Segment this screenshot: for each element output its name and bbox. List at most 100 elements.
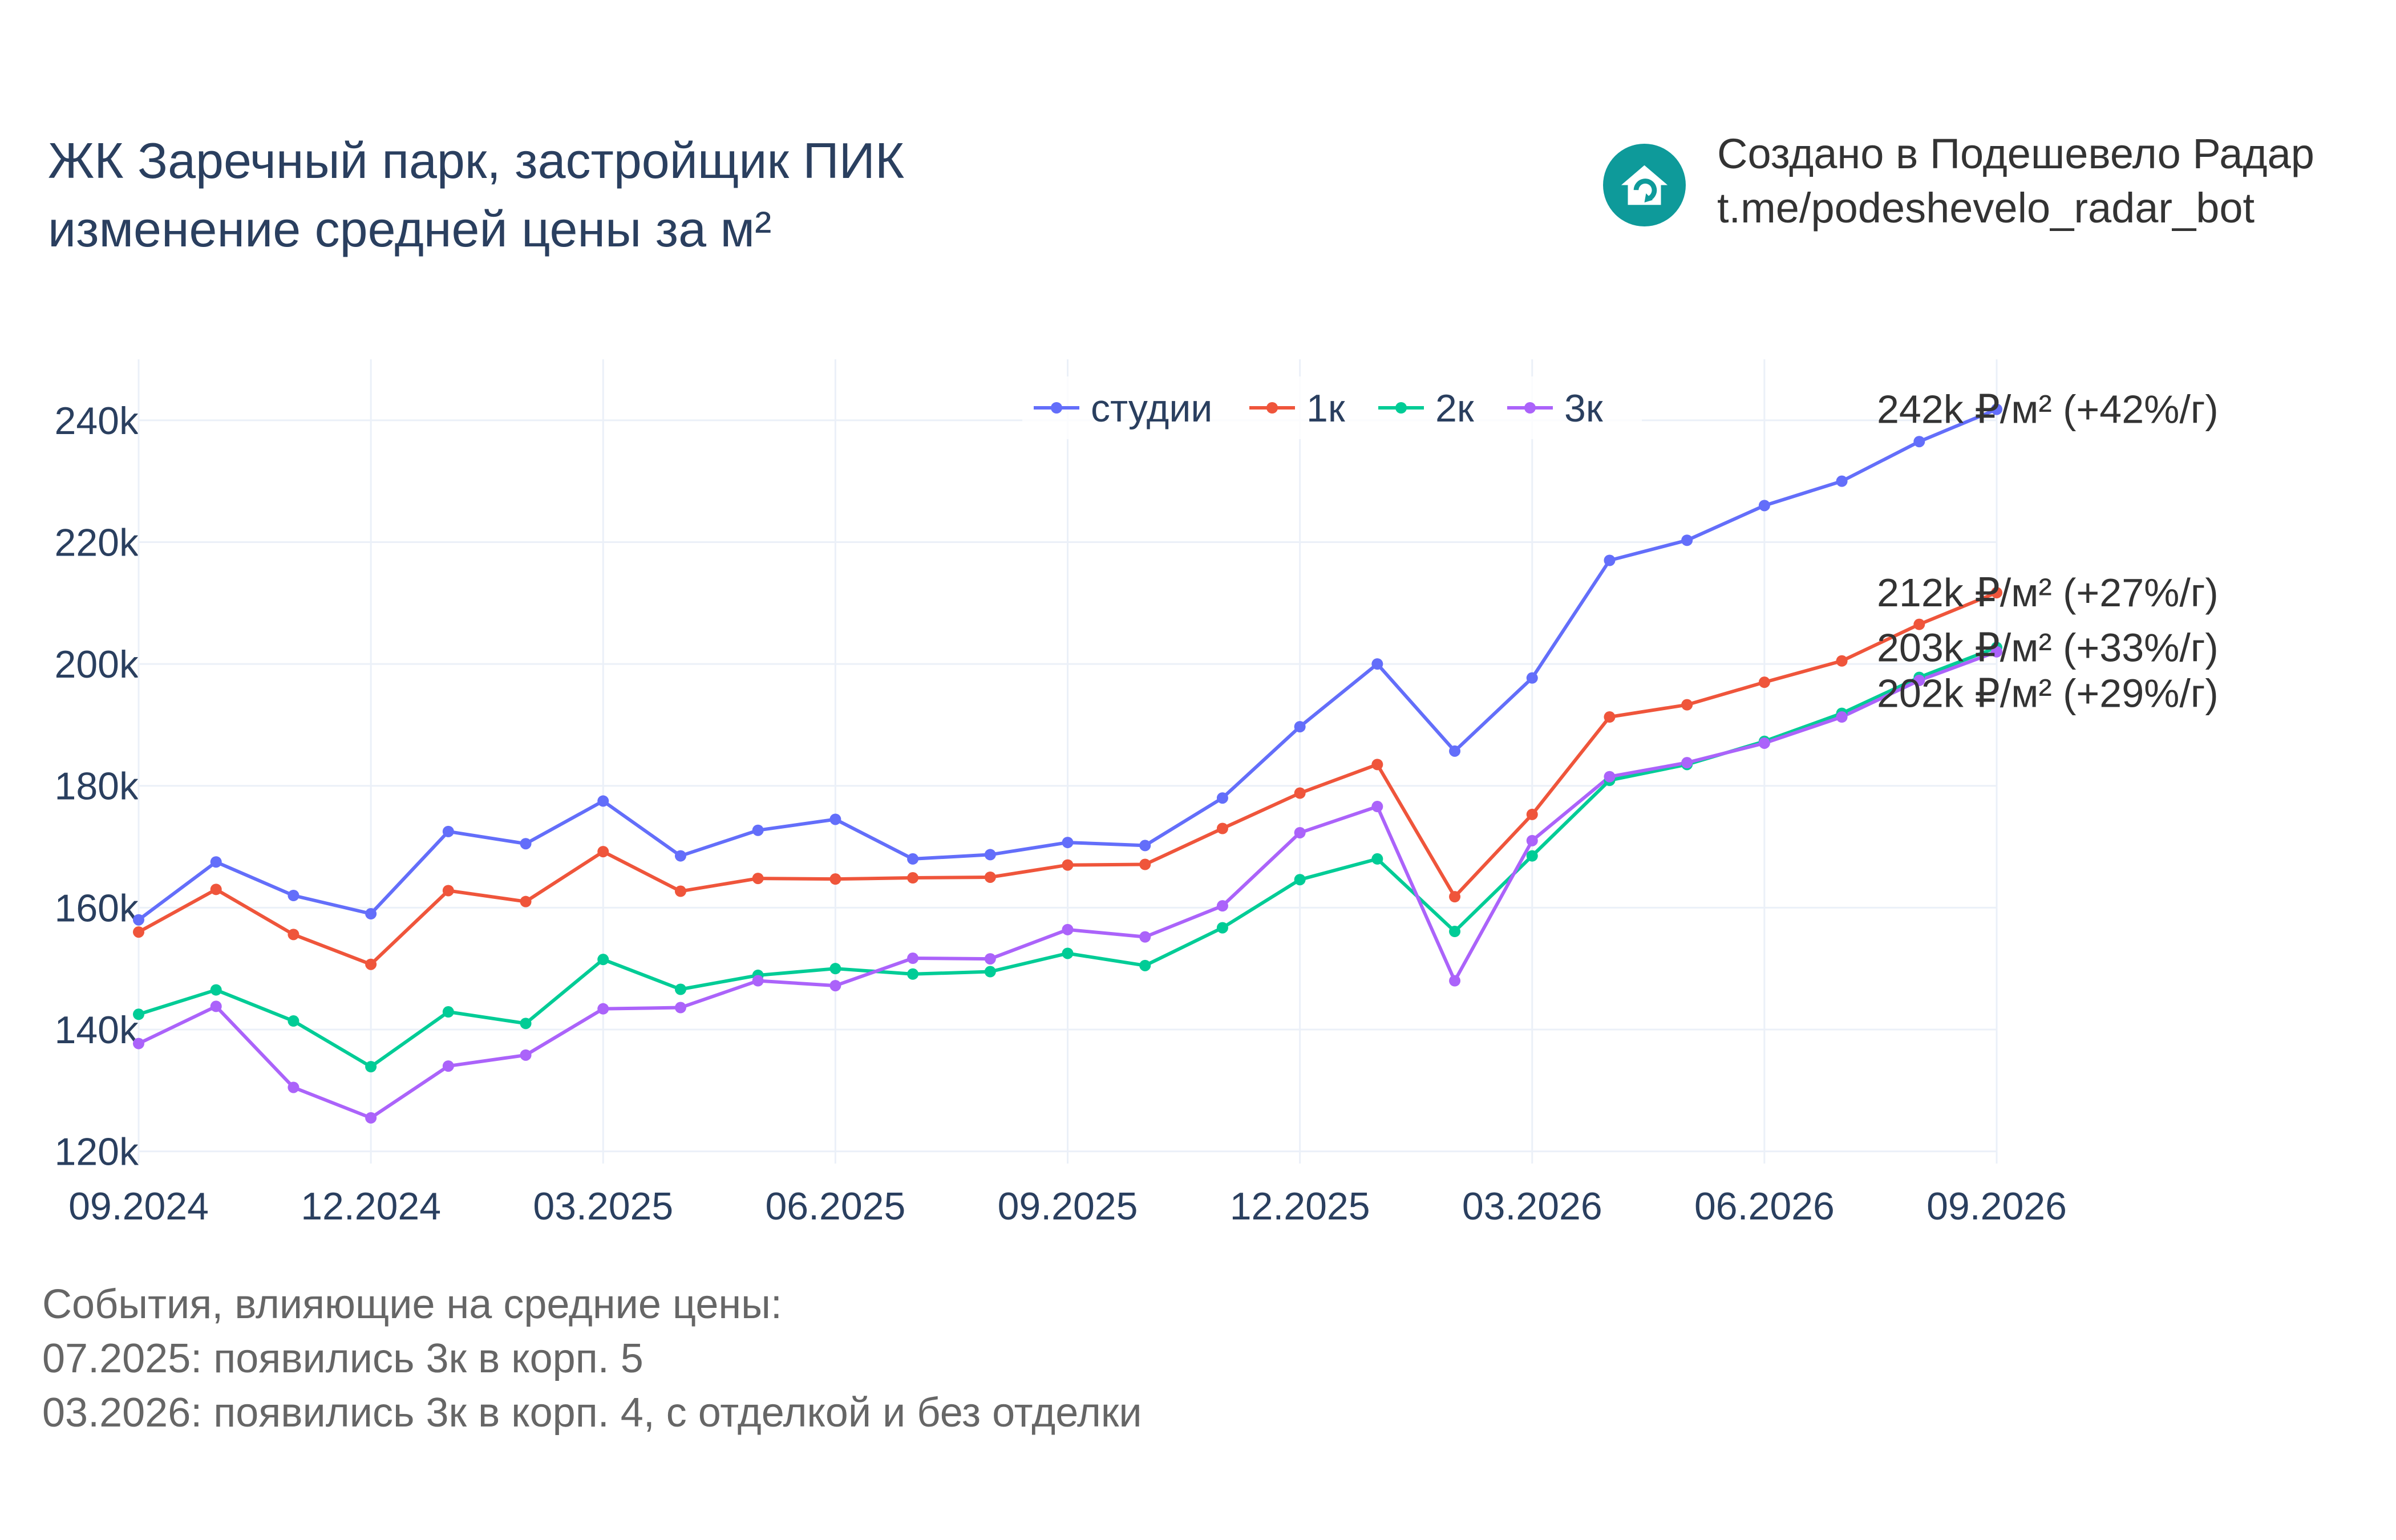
data-point (520, 1018, 532, 1030)
events-heading: События, влияющие на средние цены: (42, 1282, 782, 1327)
y-tick-label: 120k (55, 1130, 139, 1174)
data-point (1216, 900, 1228, 912)
data-point (520, 895, 532, 907)
data-point (1294, 787, 1306, 799)
data-point (1836, 711, 1848, 723)
data-point (1526, 850, 1538, 862)
event-item-2: 03.2026: появились 3к в корп. 4, с отдел… (42, 1390, 1142, 1436)
data-point (674, 885, 686, 897)
data-point (442, 1006, 454, 1018)
data-point (133, 926, 144, 938)
x-tick-label: 03.2026 (1462, 1185, 1602, 1228)
data-point (984, 871, 996, 883)
data-point (210, 884, 222, 895)
series-end-label: 212k ₽/м² (+27%/г) (1877, 570, 2219, 615)
y-tick-label: 140k (55, 1008, 139, 1052)
data-point (984, 953, 996, 965)
data-point (752, 824, 764, 836)
x-tick-label: 09.2025 (998, 1185, 1138, 1228)
data-point (1062, 947, 1074, 959)
data-point (597, 954, 609, 966)
house-refresh-icon (1603, 144, 1686, 226)
data-point (1526, 808, 1538, 820)
data-point (1139, 858, 1151, 870)
event-item-1: 07.2025: появились 3к в корп. 5 (42, 1336, 643, 1381)
data-point (907, 968, 919, 980)
x-tick-label: 09.2024 (68, 1185, 209, 1228)
data-point (1139, 840, 1151, 852)
data-point (133, 1008, 144, 1020)
legend-marker (1051, 402, 1062, 414)
y-tick-label: 160k (55, 886, 139, 930)
data-point (520, 838, 532, 850)
y-tick-label: 220k (55, 521, 139, 564)
data-point (1991, 587, 2002, 599)
data-point (365, 908, 377, 920)
data-point (1604, 711, 1616, 723)
data-point (1139, 959, 1151, 971)
data-point (1449, 926, 1461, 938)
legend-marker (1395, 402, 1407, 414)
data-point (1681, 699, 1693, 711)
data-point (1371, 853, 1383, 865)
data-point (1526, 672, 1538, 684)
data-point (674, 1002, 686, 1014)
data-point (1681, 534, 1693, 546)
x-tick-label: 12.2025 (1230, 1185, 1370, 1228)
data-point (1371, 759, 1383, 771)
data-point (288, 1015, 300, 1027)
x-tick-label: 03.2025 (533, 1185, 673, 1228)
data-point (442, 885, 454, 897)
chart-title: ЖК Заречный парк, застройщик ПИК изменен… (48, 127, 904, 264)
data-point (1991, 403, 2002, 415)
data-point (1216, 822, 1228, 834)
data-point (288, 929, 300, 941)
data-point (1294, 721, 1306, 733)
data-point (597, 795, 609, 807)
series-end-label: 242k ₽/м² (+42%/г) (1877, 387, 2219, 432)
data-point (1913, 436, 1925, 448)
data-point (907, 853, 919, 865)
data-point (133, 1038, 144, 1049)
credit-link[interactable]: t.me/podeshevelo_radar_bot (1717, 184, 2255, 232)
data-point (365, 1112, 377, 1124)
data-point (1449, 891, 1461, 903)
data-point (1371, 658, 1383, 670)
data-point (907, 953, 919, 964)
data-point (984, 966, 996, 978)
data-point (1991, 646, 2002, 658)
x-tick-label: 12.2024 (301, 1185, 441, 1228)
data-point (597, 1003, 609, 1015)
data-point (1216, 792, 1228, 804)
data-point (442, 1060, 454, 1072)
data-point (674, 850, 686, 862)
data-point (365, 1061, 377, 1073)
legend-label: 3к (1564, 387, 1604, 430)
data-point (1836, 475, 1848, 487)
data-point (1836, 655, 1848, 667)
data-point (829, 873, 841, 885)
legend-label: 1к (1306, 387, 1346, 430)
data-point (1758, 737, 1770, 749)
data-point (752, 873, 764, 885)
data-point (210, 1000, 222, 1012)
data-point (1294, 874, 1306, 886)
data-point (907, 872, 919, 884)
data-point (829, 980, 841, 992)
credit-line-1: Создано в Подешевело Радар (1717, 130, 2314, 177)
title-line-1: ЖК Заречный парк, застройщик ПИК (48, 132, 905, 189)
data-point (1294, 826, 1306, 838)
data-point (1681, 757, 1693, 769)
data-point (984, 849, 996, 861)
legend-label: 2к (1435, 387, 1475, 430)
data-point (1062, 859, 1074, 871)
data-point (674, 983, 686, 995)
series-end-label: 202k ₽/м² (+29%/г) (1877, 671, 2219, 715)
data-point (1913, 674, 1925, 686)
data-point (288, 1081, 300, 1093)
series-end-label: 203k ₽/м² (+33%/г) (1877, 625, 2219, 670)
data-point (1913, 618, 1925, 630)
x-tick-label: 06.2025 (765, 1185, 905, 1228)
title-line-2: изменение средней цены за м² (48, 201, 772, 257)
